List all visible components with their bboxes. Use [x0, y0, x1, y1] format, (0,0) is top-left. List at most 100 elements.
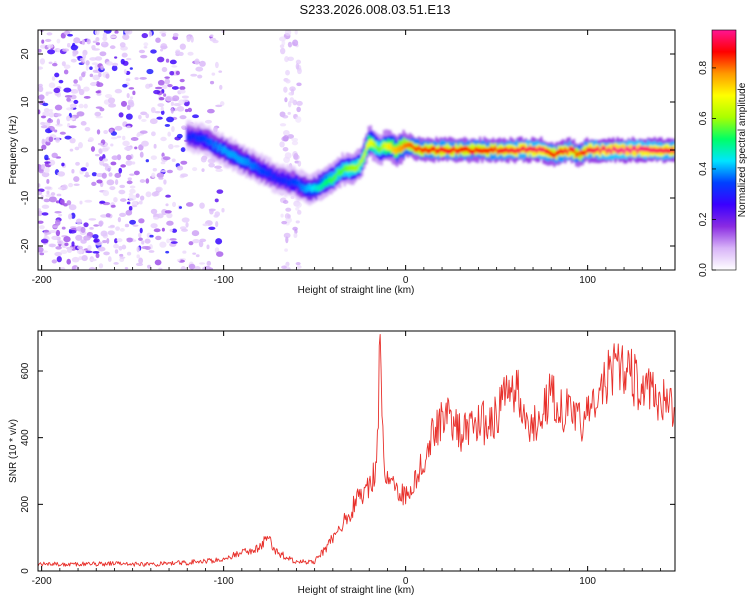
spectrogram-ridge-cell	[240, 157, 244, 165]
spectrogram-noise-blob	[91, 48, 100, 51]
spectrogram-noise-blob	[208, 162, 215, 168]
spectrogram-noise-blob	[124, 223, 130, 228]
spectrogram-noise-blob	[119, 253, 124, 257]
spectrogram-noise-blob	[48, 159, 56, 166]
spectrogram-ridge-cell	[352, 164, 355, 172]
spectrogram-noise-blob	[172, 32, 179, 38]
spectrogram-noise-blob	[180, 266, 187, 270]
spectrogram-noise-blob	[171, 126, 175, 133]
spectrogram-noise-blob	[157, 103, 165, 107]
spectrogram-ridge-cell	[542, 147, 545, 153]
spectrogram-ridge-cell	[323, 179, 327, 187]
spectrogram-noise-blob	[90, 81, 98, 87]
spectrogram-noise-blob	[46, 118, 54, 124]
spectrogram-noise-blob	[281, 220, 288, 225]
spectrogram-noise-blob	[156, 213, 164, 219]
spectrogram-ridge-cell	[260, 167, 263, 175]
spectrogram-noise-blob	[161, 208, 168, 216]
spectrogram-noise-blob	[83, 174, 91, 178]
spectrogram-ridge-cell	[413, 146, 416, 152]
spectrogram-ridge-cell	[590, 147, 593, 153]
spectrogram-ridge-cell	[535, 148, 538, 154]
colorbar-tick-label: 0.8	[698, 61, 709, 75]
spectrogram-noise-blob	[154, 110, 161, 114]
spectrogram-ridge-cell	[610, 143, 613, 155]
spectrogram-noise-blob	[172, 95, 180, 102]
spectrogram-ridge-cell	[446, 148, 449, 154]
spectrogram-noise-blob	[94, 56, 103, 61]
spectrogram-ridge-cell	[280, 176, 283, 184]
spectrogram-ridge-cell	[638, 146, 641, 152]
spectrogram-noise-blob	[80, 121, 87, 126]
spectrogram-ridge-cell	[374, 141, 377, 149]
spectrogram-noise-blob	[45, 193, 52, 198]
colorbar-tick-label: 0.6	[698, 111, 709, 125]
spectrogram-noise-blob	[107, 97, 116, 104]
spectrogram-ridge-cell	[481, 148, 484, 154]
spectrogram-noise-blob	[59, 198, 65, 206]
spectrogram-ridge-cell	[380, 143, 383, 151]
spectrogram-noise-blob	[114, 56, 118, 59]
spectrogram-noise-blob	[140, 54, 148, 59]
spectrogram-ridge-cell	[555, 150, 558, 156]
spectrogram-noise-blob	[40, 125, 48, 129]
spectrogram-noise-blob	[194, 266, 201, 270]
spectrogram-noise-blob	[170, 107, 174, 114]
spectrogram-noise-blob	[166, 238, 170, 244]
spectrogram-noise-blob	[111, 62, 119, 67]
spectrogram-noise-blob	[68, 125, 77, 129]
colorbar-gradient	[712, 30, 736, 270]
spectrogram-noise-blob	[279, 44, 285, 49]
spectrogram-noise-blob	[288, 91, 295, 96]
spectrogram-noise-blob	[202, 223, 209, 227]
spectrogram-noise-blob	[285, 69, 290, 76]
spectrogram-ridge-cell	[214, 140, 217, 155]
spectrogram-noise-blob	[118, 189, 126, 195]
spectrogram-noise-blob	[295, 207, 300, 211]
spectrogram-noise-blob	[71, 241, 75, 247]
spectrogram-noise-blob	[114, 179, 119, 186]
spectrogram-noise-blob	[280, 213, 284, 218]
spectrogram-noise-blob	[287, 111, 291, 115]
spectrogram-ridge-cell	[592, 148, 595, 154]
spectrogram-noise-blob	[158, 96, 165, 101]
snr-ytick-label: 600	[20, 362, 31, 379]
spectrogram-noise-blob	[192, 114, 199, 119]
spectrogram-noise-blob	[126, 57, 132, 61]
spectrogram-noise-blob	[179, 115, 187, 120]
spectrogram-noise-blob	[214, 211, 221, 217]
spectrogram-noise-blob	[52, 62, 58, 67]
spectrogram-ridge-cell	[422, 147, 425, 154]
spectrogram-noise-blob	[125, 154, 132, 161]
spectrogram-noise-blob	[41, 204, 50, 209]
spectrogram-noise-blob	[160, 136, 167, 142]
spectrogram-ridge-cell	[636, 148, 639, 154]
spectrogram-noise-blob	[48, 136, 54, 143]
spectrogram-ridge-cell	[616, 148, 619, 154]
spectrogram-ridge-cell	[476, 147, 480, 154]
spectrogram-noise-blob	[90, 146, 96, 152]
spectrogram-noise-blob	[170, 101, 174, 106]
spectrogram-noise-blob	[114, 125, 123, 131]
spectrogram-ridge-cell	[210, 138, 213, 146]
spectrogram-noise-blob	[40, 238, 49, 244]
spectrogram-noise-blob	[52, 225, 59, 229]
spectrogram-noise-blob	[132, 224, 139, 227]
spectrogram-noise-blob	[287, 41, 293, 48]
spectrogram-ridge-cell	[306, 184, 309, 192]
spectrogram-ridge-cell	[238, 156, 241, 164]
spectrogram-noise-blob	[121, 52, 128, 58]
spectrogram-ridge-cell	[448, 148, 451, 154]
spectrogram-ridge-cell	[660, 147, 663, 153]
spectrogram-noise-blob	[199, 202, 205, 209]
spectrogram-noise-blob	[86, 38, 91, 45]
spectrogram-noise-blob	[179, 43, 186, 50]
spectrogram-noise-blob	[287, 134, 295, 139]
spectrogram-noise-blob	[179, 89, 186, 94]
spectrogram-noise-blob	[115, 226, 121, 231]
spectrogram-ridge-cell	[559, 148, 563, 154]
spectrogram-ridge-cell	[254, 162, 257, 170]
spectrogram-noise-blob	[55, 137, 61, 143]
